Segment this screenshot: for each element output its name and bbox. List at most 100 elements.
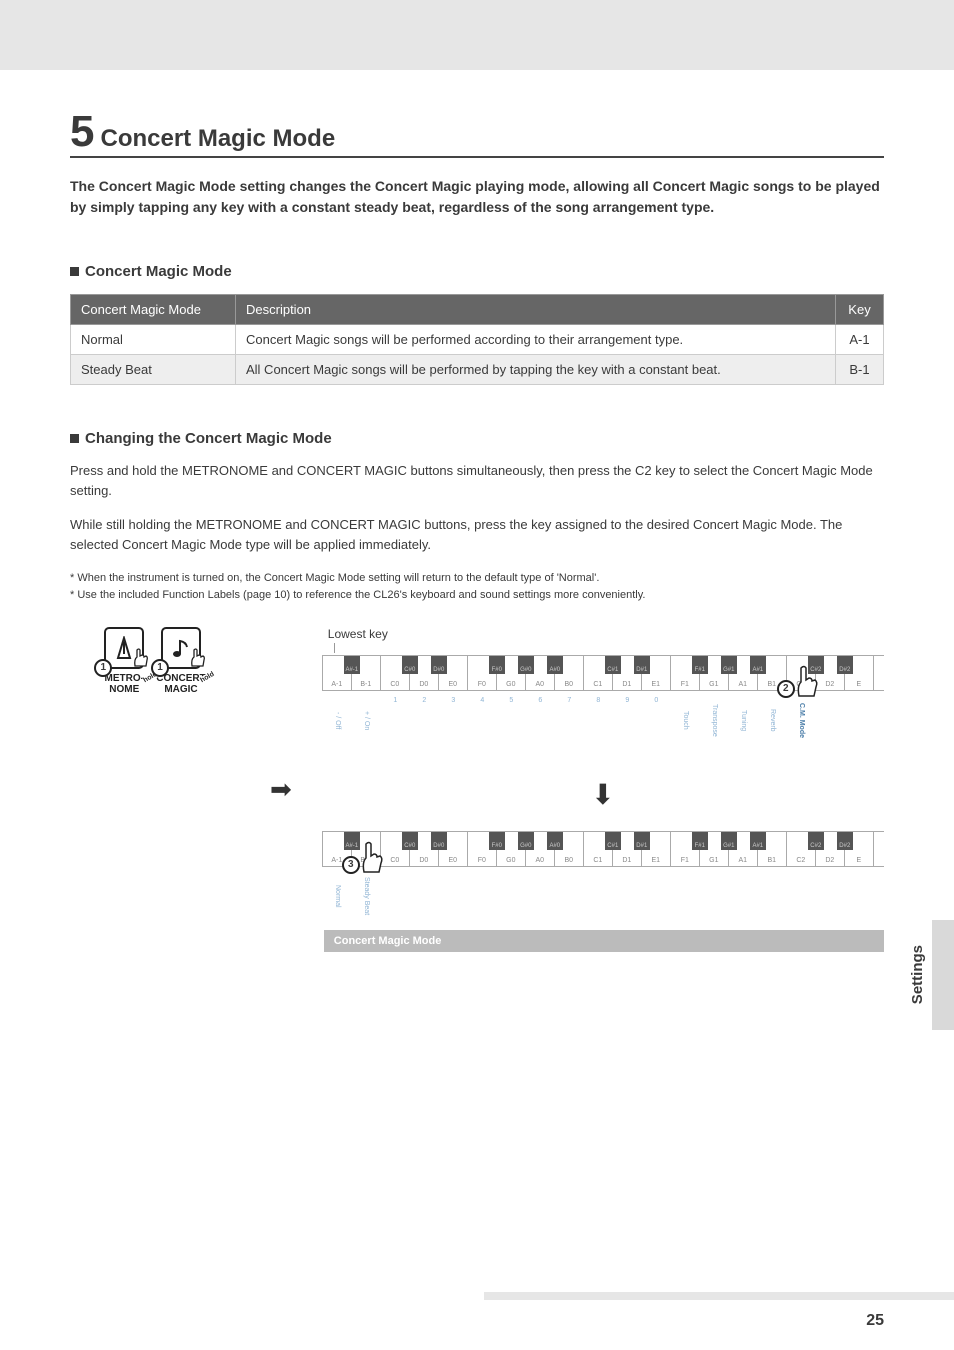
diagram-area: 1 hold METRO-NOME 1	[70, 627, 884, 952]
hand-pointer-icon: 2	[793, 662, 819, 703]
black-key: G#0	[518, 832, 534, 850]
lowest-key-tick	[334, 643, 335, 653]
function-label	[845, 869, 874, 924]
square-bullet-icon	[70, 267, 79, 276]
black-key: F#1	[692, 832, 708, 850]
function-label: 1	[381, 693, 410, 748]
function-label: Touch	[671, 693, 700, 748]
keyboard-diagram-column: Lowest key A-1B-1C0D0E0F0G0A0B0C1D1E1F1G…	[322, 627, 884, 952]
instruction-para-2: While still holding the METRONOME and CO…	[70, 515, 884, 555]
top-banner	[0, 0, 954, 70]
function-label: Normal	[323, 869, 352, 924]
function-label	[845, 693, 874, 748]
subhead-label: Concert Magic Mode	[85, 263, 232, 280]
black-key: D#0	[431, 832, 447, 850]
black-key: A#1	[750, 656, 766, 674]
button-label: METRO-NOME	[105, 673, 144, 695]
page-number: 25	[866, 1312, 884, 1330]
section-heading: 5 Concert Magic Mode	[70, 110, 884, 158]
black-key: G#1	[721, 656, 737, 674]
side-tab	[932, 920, 954, 1030]
black-key: C#2	[808, 832, 824, 850]
lowest-key-label: Lowest key	[328, 627, 884, 641]
function-label	[410, 869, 439, 924]
black-key: C#0	[402, 832, 418, 850]
function-label: Transpose	[700, 693, 729, 748]
table-header: Key	[836, 295, 884, 325]
footer-bar	[484, 1292, 954, 1300]
function-label: + / On	[352, 693, 381, 748]
function-label	[526, 869, 555, 924]
step-balloon: 1	[94, 659, 112, 677]
function-label: 7	[555, 693, 584, 748]
function-label: Tuning	[729, 693, 758, 748]
function-label	[555, 869, 584, 924]
function-label	[439, 869, 468, 924]
function-label: 9	[613, 693, 642, 748]
subhead-mode-table: Concert Magic Mode	[70, 263, 884, 280]
function-label	[816, 693, 845, 748]
black-key: A#0	[547, 832, 563, 850]
black-key: D#2	[837, 656, 853, 674]
function-label: 0	[642, 693, 671, 748]
concert-magic-mode-tag: Concert Magic Mode	[324, 930, 884, 952]
black-key: F#0	[489, 656, 505, 674]
black-key: D#1	[634, 656, 650, 674]
function-label	[642, 869, 671, 924]
function-label	[700, 869, 729, 924]
table-cell: B-1	[836, 355, 884, 385]
table-cell: All Concert Magic songs will be performe…	[236, 355, 836, 385]
function-label: 3	[439, 693, 468, 748]
function-label	[671, 869, 700, 924]
hand-pointer-icon	[187, 646, 209, 673]
subhead-changing: Changing the Concert Magic Mode	[70, 430, 884, 447]
black-key: C#1	[605, 832, 621, 850]
black-key: G#1	[721, 832, 737, 850]
function-label	[613, 869, 642, 924]
black-key: F#0	[489, 832, 505, 850]
function-label: Reverb	[758, 693, 787, 748]
function-label: 5	[497, 693, 526, 748]
concert-magic-mode-table: Concert Magic ModeDescriptionKey NormalC…	[70, 294, 884, 385]
black-key: A#-1	[344, 656, 360, 674]
function-label	[816, 869, 845, 924]
metronome-button-illustration: 1 hold METRO-NOME	[104, 627, 144, 695]
step-balloon: 1	[151, 659, 169, 677]
section-number: 5	[70, 110, 94, 154]
black-key: C#1	[605, 656, 621, 674]
table-cell: A-1	[836, 325, 884, 355]
section-name: Concert Magic Mode	[100, 125, 335, 153]
black-key: F#1	[692, 656, 708, 674]
table-cell: Steady Beat	[71, 355, 236, 385]
function-label	[497, 869, 526, 924]
function-label	[584, 869, 613, 924]
function-label: 4	[468, 693, 497, 748]
function-label	[468, 869, 497, 924]
black-key: D#0	[431, 656, 447, 674]
black-key: C#0	[402, 656, 418, 674]
black-key: G#0	[518, 656, 534, 674]
black-key: D#1	[634, 832, 650, 850]
table-cell: Concert Magic songs will be performed ac…	[236, 325, 836, 355]
black-key: A#0	[547, 656, 563, 674]
table-header: Description	[236, 295, 836, 325]
concert-magic-button-illustration: 1 hold CONCERTMAGIC	[156, 627, 205, 695]
keyboard-row-1: A-1B-1C0D0E0F0G0A0B0C1D1E1F1G1A1B1C2D2EA…	[322, 655, 884, 691]
table-row: Steady BeatAll Concert Magic songs will …	[71, 355, 884, 385]
function-label: - / Off	[323, 693, 352, 748]
hand-pointer-icon	[130, 646, 152, 673]
keyboard-row-2: A-1B-1C0D0E0F0G0A0B0C1D1E1F1G1A1B1C2D2EA…	[322, 831, 884, 867]
hand-pointer-icon: 3	[358, 838, 384, 879]
function-label	[729, 869, 758, 924]
function-label	[381, 869, 410, 924]
side-section-label: Settings	[909, 945, 926, 1004]
arrow-right-icon: ➡	[270, 774, 292, 805]
button-diagram: 1 hold METRO-NOME 1	[70, 627, 240, 695]
function-label: 8	[584, 693, 613, 748]
table-header: Concert Magic Mode	[71, 295, 236, 325]
square-bullet-icon	[70, 434, 79, 443]
page-content: 5 Concert Magic Mode The Concert Magic M…	[0, 70, 954, 952]
footnote-1: * When the instrument is turned on, the …	[70, 570, 884, 588]
intro-text: The Concert Magic Mode setting changes t…	[70, 176, 884, 218]
black-key: A#1	[750, 832, 766, 850]
